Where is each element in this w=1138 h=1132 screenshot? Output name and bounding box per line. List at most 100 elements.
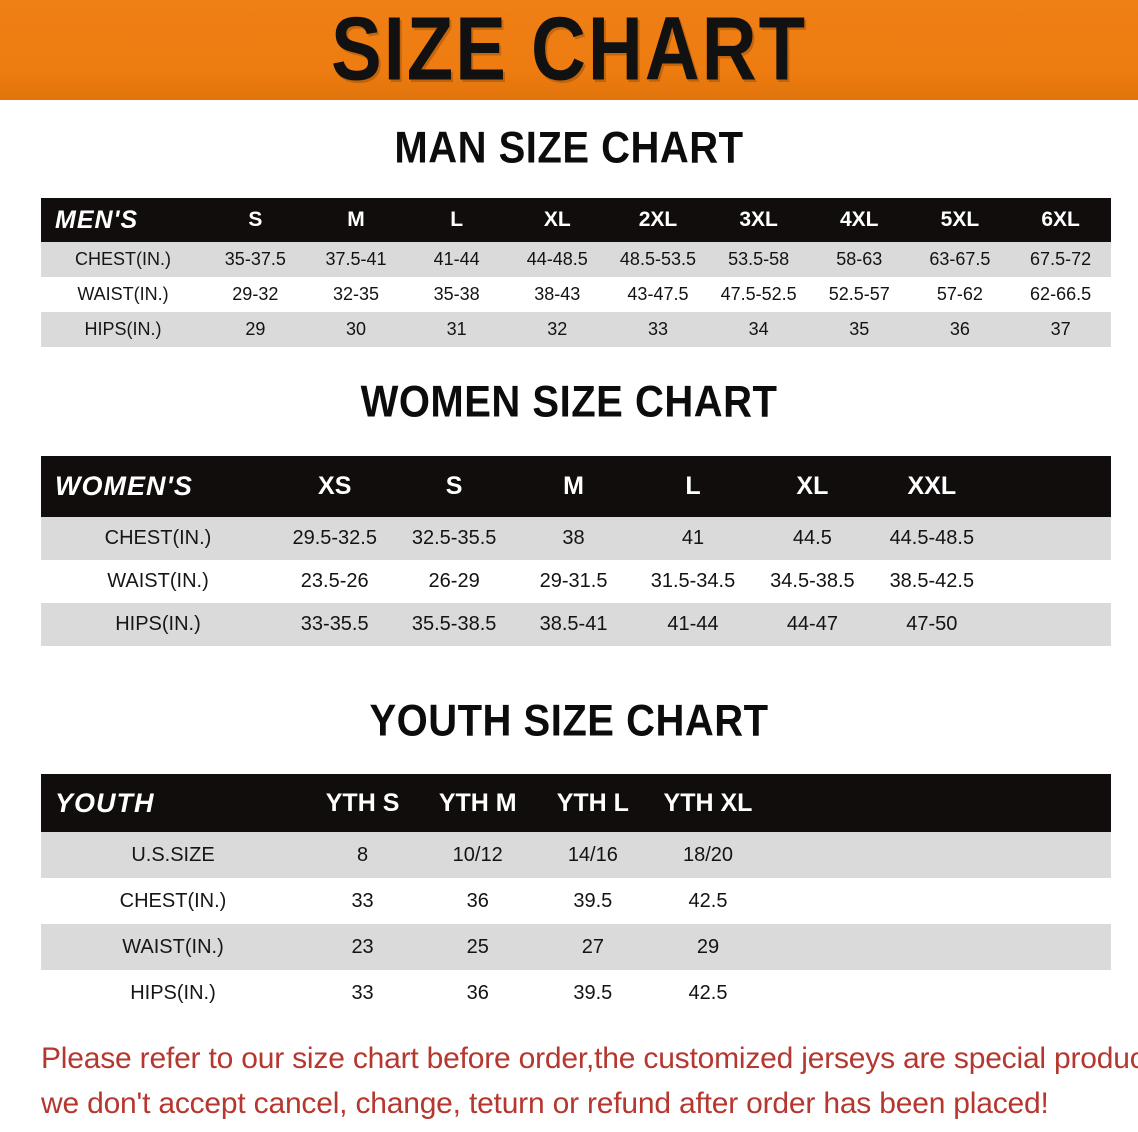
measurement-cell-empty bbox=[880, 924, 996, 970]
row-label: CHEST(IN.) bbox=[41, 242, 205, 277]
column-header: XS bbox=[275, 456, 395, 517]
measurement-cell: 38 bbox=[513, 517, 634, 560]
row-label: HIPS(IN.) bbox=[41, 312, 205, 347]
measurement-cell: 33 bbox=[607, 312, 709, 347]
table-row: WAIST(IN.) 23.5-26 26-29 29-31.5 31.5-34.5 34… bbox=[41, 560, 1111, 603]
page-title: SIZE CHART bbox=[331, 0, 807, 100]
measurement-cell-empty bbox=[995, 878, 1111, 924]
measurement-cell: 58-63 bbox=[808, 242, 910, 277]
table-corner-label: YOUTH bbox=[41, 774, 305, 832]
column-header: YTH S bbox=[305, 774, 421, 832]
disclaimer-line-2: we don't accept cancel, change, teturn o… bbox=[41, 1087, 1049, 1120]
measurement-cell: 47.5-52.5 bbox=[708, 277, 809, 312]
measurement-cell: 23 bbox=[305, 924, 421, 970]
table-row: U.S.SIZE 8 10/12 14/16 18/20 bbox=[41, 832, 1111, 878]
table-row: HIPS(IN.) 29 30 31 32 33 34 35 36 37 bbox=[41, 312, 1111, 347]
column-header: S bbox=[205, 198, 306, 242]
measurement-cell-empty bbox=[995, 924, 1111, 970]
row-label: WAIST(IN.) bbox=[41, 924, 305, 970]
measurement-cell-empty bbox=[880, 878, 996, 924]
measurement-cell: 29-31.5 bbox=[513, 560, 634, 603]
measurement-cell: 44-47 bbox=[752, 603, 873, 646]
row-label: CHEST(IN.) bbox=[41, 878, 305, 924]
youth-size-table: YOUTH YTH S YTH M YTH L YTH XL U.S.SIZE 8 10/1… bbox=[41, 774, 1111, 1016]
table-row: CHEST(IN.) 33 36 39.5 42.5 bbox=[41, 878, 1111, 924]
measurement-cell-empty bbox=[880, 970, 996, 1016]
measurement-cell: 38-43 bbox=[506, 277, 608, 312]
table-row: WAIST(IN.) 23 25 27 29 bbox=[41, 924, 1111, 970]
table-row: CHEST(IN.) 29.5-32.5 32.5-35.5 38 41 44.5 44.5… bbox=[41, 517, 1111, 560]
measurement-cell-empty bbox=[765, 878, 881, 924]
measurement-cell: 35-38 bbox=[406, 277, 507, 312]
measurement-cell: 29.5-32.5 bbox=[275, 517, 395, 560]
measurement-cell: 26-29 bbox=[394, 560, 514, 603]
measurement-cell: 57-62 bbox=[909, 277, 1011, 312]
measurement-cell: 48.5-53.5 bbox=[607, 242, 709, 277]
page-banner: SIZE CHART bbox=[0, 0, 1138, 100]
measurement-cell: 36 bbox=[420, 878, 536, 924]
measurement-cell-empty bbox=[991, 517, 1111, 560]
measurement-cell: 32-35 bbox=[305, 277, 407, 312]
measurement-cell: 35.5-38.5 bbox=[394, 603, 514, 646]
section-heading-man: MAN SIZE CHART bbox=[394, 123, 744, 173]
measurement-cell: 29 bbox=[205, 312, 306, 347]
table-row: HIPS(IN.) 33 36 39.5 42.5 bbox=[41, 970, 1111, 1016]
table-row: HIPS(IN.) 33-35.5 35.5-38.5 38.5-41 41-44 44-… bbox=[41, 603, 1111, 646]
table-header-row: WOMEN'S XS S M L XL XXL bbox=[41, 456, 1111, 517]
measurement-cell-empty bbox=[991, 560, 1111, 603]
measurement-cell: 36 bbox=[909, 312, 1011, 347]
youth-table-body: U.S.SIZE 8 10/12 14/16 18/20 CHEST(IN.) 33 36 3… bbox=[41, 832, 1111, 1016]
table-corner-label: WOMEN'S bbox=[41, 456, 275, 517]
measurement-cell: 39.5 bbox=[535, 878, 651, 924]
measurement-cell: 36 bbox=[420, 970, 536, 1016]
measurement-cell: 41-44 bbox=[633, 603, 753, 646]
disclaimer-line-1: Please refer to our size chart before or… bbox=[41, 1042, 1138, 1075]
measurement-cell: 34 bbox=[708, 312, 809, 347]
measurement-cell-empty bbox=[765, 924, 881, 970]
measurement-cell: 42.5 bbox=[650, 970, 766, 1016]
row-label: U.S.SIZE bbox=[41, 832, 305, 878]
measurement-cell: 27 bbox=[535, 924, 651, 970]
measurement-cell: 39.5 bbox=[535, 970, 651, 1016]
measurement-cell: 32 bbox=[506, 312, 608, 347]
measurement-cell: 42.5 bbox=[650, 878, 766, 924]
measurement-cell: 33 bbox=[305, 970, 421, 1016]
column-header: 2XL bbox=[607, 198, 709, 242]
men-table-header: MEN'S S M L XL 2XL 3XL 4XL 5XL 6XL bbox=[41, 198, 1111, 242]
table-row: WAIST(IN.) 29-32 32-35 35-38 38-43 43-47.5 47.… bbox=[41, 277, 1111, 312]
column-header: S bbox=[394, 456, 514, 517]
measurement-cell: 25 bbox=[420, 924, 536, 970]
measurement-cell-empty bbox=[995, 832, 1111, 878]
measurement-cell: 29 bbox=[650, 924, 766, 970]
section-heading-women: WOMEN SIZE CHART bbox=[360, 377, 778, 427]
column-header: M bbox=[513, 456, 634, 517]
measurement-cell: 31.5-34.5 bbox=[633, 560, 753, 603]
measurement-cell-empty bbox=[765, 970, 881, 1016]
table-corner-label: MEN'S bbox=[41, 198, 205, 242]
column-header: YTH XL bbox=[650, 774, 766, 832]
measurement-cell: 44.5-48.5 bbox=[872, 517, 992, 560]
measurement-cell: 10/12 bbox=[420, 832, 536, 878]
women-table-header: WOMEN'S XS S M L XL XXL bbox=[41, 456, 1111, 517]
measurement-cell: 38.5-42.5 bbox=[872, 560, 992, 603]
table-header-row: MEN'S S M L XL 2XL 3XL 4XL 5XL 6XL bbox=[41, 198, 1111, 242]
column-header: 3XL bbox=[708, 198, 809, 242]
column-header: L bbox=[406, 198, 507, 242]
column-header: 6XL bbox=[1010, 198, 1111, 242]
row-label: CHEST(IN.) bbox=[41, 517, 275, 560]
column-header: YTH L bbox=[535, 774, 651, 832]
men-size-table: MEN'S S M L XL 2XL 3XL 4XL 5XL 6XL CHEST(IN.) 35-3… bbox=[41, 198, 1111, 347]
measurement-cell: 52.5-57 bbox=[808, 277, 910, 312]
measurement-cell: 14/16 bbox=[535, 832, 651, 878]
measurement-cell: 35-37.5 bbox=[205, 242, 306, 277]
measurement-cell: 18/20 bbox=[650, 832, 766, 878]
measurement-cell: 35 bbox=[808, 312, 910, 347]
measurement-cell: 23.5-26 bbox=[275, 560, 395, 603]
column-header-empty bbox=[880, 774, 996, 832]
measurement-cell: 34.5-38.5 bbox=[752, 560, 873, 603]
disclaimer-note: Please refer to our size chart before or… bbox=[41, 1036, 1138, 1126]
measurement-cell: 43-47.5 bbox=[607, 277, 709, 312]
measurement-cell: 44-48.5 bbox=[506, 242, 608, 277]
table-row: CHEST(IN.) 35-37.5 37.5-41 41-44 44-48.5 48.5… bbox=[41, 242, 1111, 277]
